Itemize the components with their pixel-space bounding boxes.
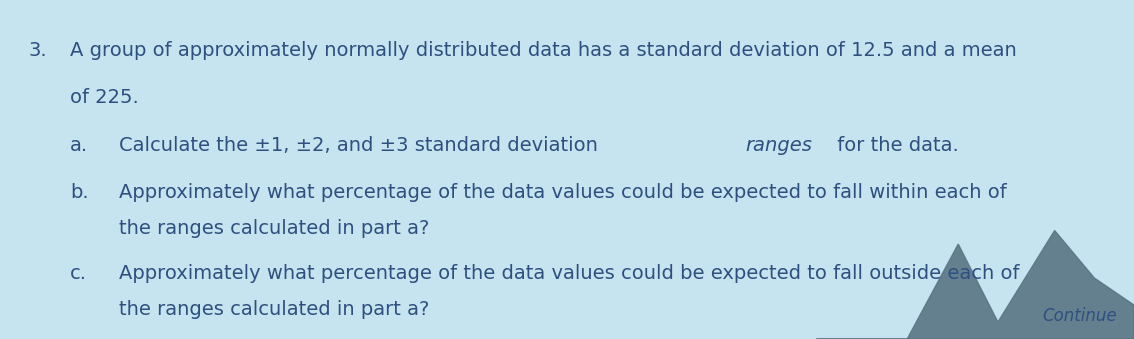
Text: Approximately what percentage of the data values could be expected to fall outsi: Approximately what percentage of the dat… (119, 264, 1019, 283)
Text: ranges: ranges (745, 136, 812, 155)
Polygon shape (816, 231, 1134, 339)
Text: b.: b. (70, 183, 88, 202)
Text: of 225.: of 225. (70, 88, 139, 107)
Text: the ranges calculated in part a?: the ranges calculated in part a? (119, 219, 430, 238)
Text: the ranges calculated in part a?: the ranges calculated in part a? (119, 300, 430, 319)
Text: 3.: 3. (28, 41, 46, 60)
Text: c.: c. (70, 264, 87, 283)
Text: a.: a. (70, 136, 88, 155)
Text: Approximately what percentage of the data values could be expected to fall withi: Approximately what percentage of the dat… (119, 183, 1007, 202)
Text: Calculate the ±1, ±2, and ±3 standard deviation: Calculate the ±1, ±2, and ±3 standard de… (119, 136, 604, 155)
Text: Continue: Continue (1042, 307, 1117, 325)
Text: for the data.: for the data. (831, 136, 959, 155)
Text: A group of approximately normally distributed data has a standard deviation of 1: A group of approximately normally distri… (70, 41, 1017, 60)
